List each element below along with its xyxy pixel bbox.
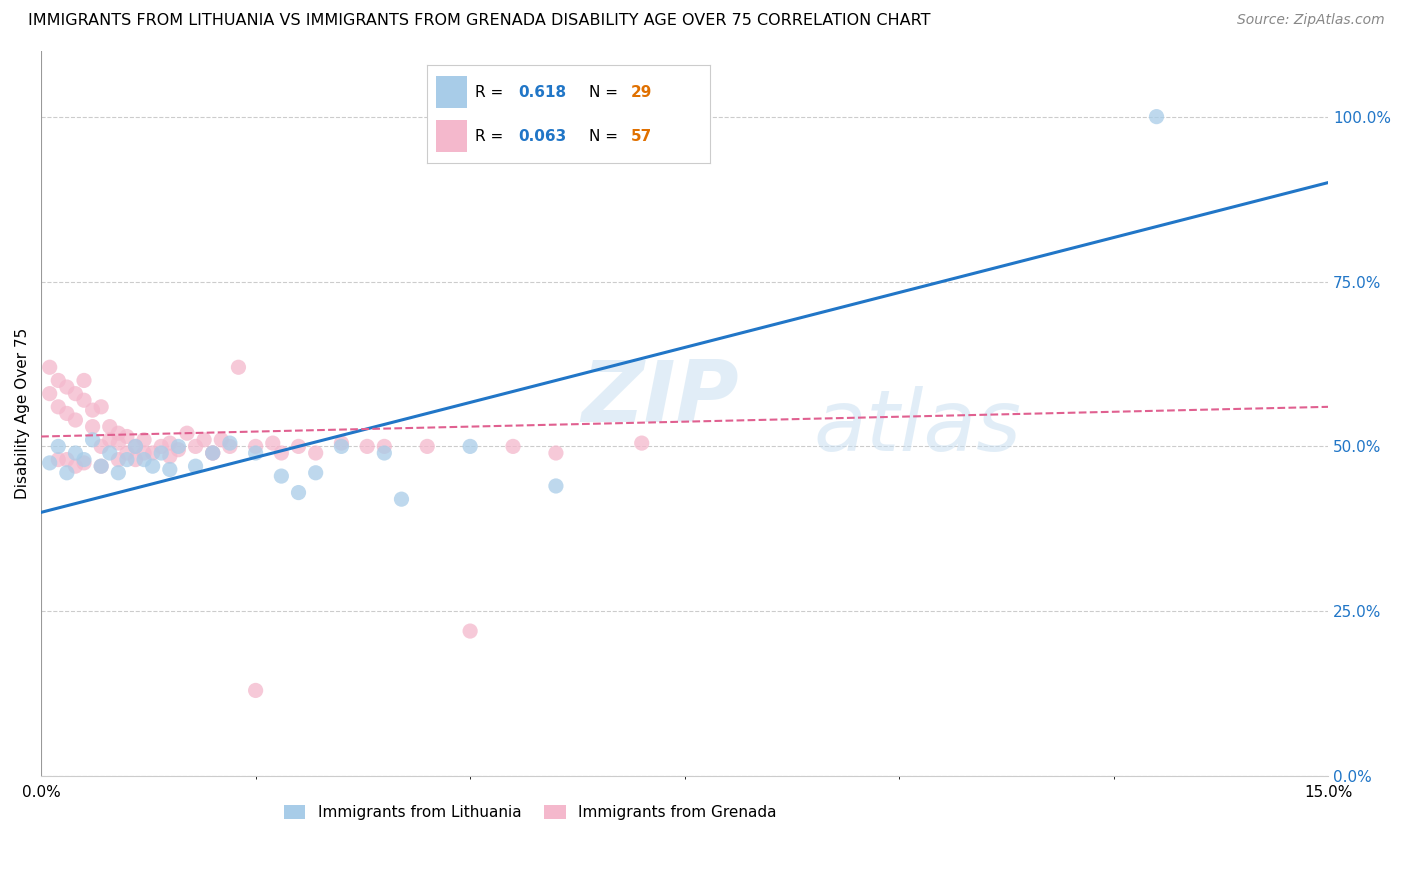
Point <box>193 433 215 447</box>
Point <box>56 406 79 420</box>
Point <box>90 459 112 474</box>
Point <box>330 436 353 450</box>
Text: IMMIGRANTS FROM LITHUANIA VS IMMIGRANTS FROM GRENADA DISABILITY AGE OVER 75 CORR: IMMIGRANTS FROM LITHUANIA VS IMMIGRANTS … <box>28 13 931 29</box>
Point <box>107 466 129 480</box>
Point <box>209 433 232 447</box>
Point <box>73 456 96 470</box>
Point <box>73 452 96 467</box>
Point <box>132 433 155 447</box>
Point <box>201 446 224 460</box>
Point <box>65 446 87 460</box>
Point <box>46 400 69 414</box>
Point <box>245 683 267 698</box>
Point <box>150 439 173 453</box>
Text: Source: ZipAtlas.com: Source: ZipAtlas.com <box>1237 13 1385 28</box>
Point <box>159 436 181 450</box>
Point <box>90 439 112 453</box>
Y-axis label: Disability Age Over 75: Disability Age Over 75 <box>15 327 30 499</box>
Point <box>416 439 439 453</box>
Point <box>1146 110 1168 124</box>
Point <box>90 459 112 474</box>
Point <box>38 360 60 375</box>
Point <box>65 459 87 474</box>
Point <box>107 436 129 450</box>
Point <box>218 436 240 450</box>
Point <box>46 439 69 453</box>
Point <box>46 452 69 467</box>
Point <box>90 400 112 414</box>
Point <box>201 446 224 460</box>
Point <box>65 413 87 427</box>
Point <box>245 446 267 460</box>
Point <box>115 452 138 467</box>
Point <box>356 439 378 453</box>
Point <box>159 462 181 476</box>
Point <box>82 403 104 417</box>
Point <box>73 374 96 388</box>
Point <box>56 452 79 467</box>
Point <box>115 429 138 443</box>
Point <box>132 452 155 467</box>
Point <box>38 456 60 470</box>
Point <box>150 446 173 460</box>
Point <box>270 469 292 483</box>
Point <box>98 446 121 460</box>
Point <box>458 624 481 638</box>
Point <box>107 452 129 467</box>
Text: ZIP: ZIP <box>582 358 740 441</box>
Point <box>65 386 87 401</box>
Point <box>98 419 121 434</box>
Point <box>82 419 104 434</box>
Point <box>46 374 69 388</box>
Point <box>132 446 155 460</box>
Point <box>73 393 96 408</box>
Point <box>142 446 165 460</box>
Text: atlas: atlas <box>813 386 1021 469</box>
Point <box>124 452 146 467</box>
Point <box>270 446 292 460</box>
Point <box>218 439 240 453</box>
Point <box>502 439 524 453</box>
Point <box>56 380 79 394</box>
Point <box>458 439 481 453</box>
Point <box>330 439 353 453</box>
Point <box>176 426 198 441</box>
Point <box>373 446 395 460</box>
Point <box>124 439 146 453</box>
Point <box>262 436 284 450</box>
Point <box>201 446 224 460</box>
Point <box>544 446 567 460</box>
Point <box>167 439 190 453</box>
Point <box>544 479 567 493</box>
Point <box>98 433 121 447</box>
Point <box>184 439 207 453</box>
Point <box>287 439 309 453</box>
Point <box>167 442 190 457</box>
Point <box>373 439 395 453</box>
Point <box>228 360 250 375</box>
Point <box>305 466 328 480</box>
Point <box>305 446 328 460</box>
Point <box>630 436 652 450</box>
Point <box>142 459 165 474</box>
Point <box>124 439 146 453</box>
Point <box>184 459 207 474</box>
Point <box>287 485 309 500</box>
Point <box>82 433 104 447</box>
Point <box>391 492 413 507</box>
Point <box>107 426 129 441</box>
Legend: Immigrants from Lithuania, Immigrants from Grenada: Immigrants from Lithuania, Immigrants fr… <box>278 799 782 827</box>
Point <box>115 446 138 460</box>
Point <box>56 466 79 480</box>
Point <box>38 386 60 401</box>
Point <box>159 450 181 464</box>
Point <box>245 439 267 453</box>
